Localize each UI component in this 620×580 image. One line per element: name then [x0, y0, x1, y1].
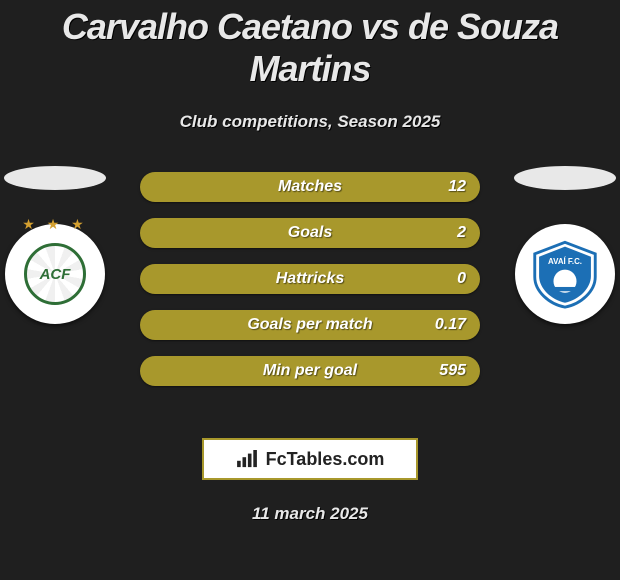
left-club-logo: ★ ★ ★ ACF — [5, 224, 105, 324]
stat-row-goals-per-match: Goals per match 0.17 — [140, 310, 480, 340]
subtitle: Club competitions, Season 2025 — [0, 112, 620, 132]
stat-row-matches: Matches 12 — [140, 172, 480, 202]
stat-label: Min per goal — [140, 362, 480, 380]
branding-link[interactable]: FcTables.com — [202, 438, 418, 480]
right-club-badge: AVAÍ F.C. — [529, 238, 601, 310]
page-title: Carvalho Caetano vs de Souza Martins — [0, 0, 620, 90]
stat-value: 2 — [457, 224, 466, 242]
right-player-column: AVAÍ F.C. — [510, 162, 620, 324]
footer-date: 11 march 2025 — [0, 504, 620, 524]
stat-label: Hattricks — [140, 270, 480, 288]
brand-text: FcTables.com — [266, 449, 385, 470]
stat-list: Matches 12 Goals 2 Hattricks 0 Goals per… — [140, 172, 480, 386]
left-club-abbrev: ACF — [40, 266, 71, 283]
stat-row-hattricks: Hattricks 0 — [140, 264, 480, 294]
star-icon: ★ ★ ★ — [22, 216, 87, 233]
left-flag-placeholder — [4, 166, 106, 190]
right-flag-placeholder — [514, 166, 616, 190]
right-club-logo: AVAÍ F.C. — [515, 224, 615, 324]
stat-value: 12 — [448, 178, 466, 196]
stat-label: Goals — [140, 224, 480, 242]
bar-chart-icon — [236, 450, 258, 468]
stat-label: Goals per match — [140, 316, 480, 334]
stat-label: Matches — [140, 178, 480, 196]
stat-value: 595 — [439, 362, 466, 380]
stat-value: 0.17 — [435, 316, 466, 334]
right-club-name-text: AVAÍ F.C. — [548, 257, 582, 266]
left-club-badge: ACF — [24, 243, 86, 305]
stat-row-goals: Goals 2 — [140, 218, 480, 248]
stat-row-min-per-goal: Min per goal 595 — [140, 356, 480, 386]
stat-value: 0 — [457, 270, 466, 288]
left-player-column: ★ ★ ★ ACF — [0, 162, 110, 324]
comparison-area: ★ ★ ★ ACF AVAÍ F.C. Matches 12 — [0, 172, 620, 412]
